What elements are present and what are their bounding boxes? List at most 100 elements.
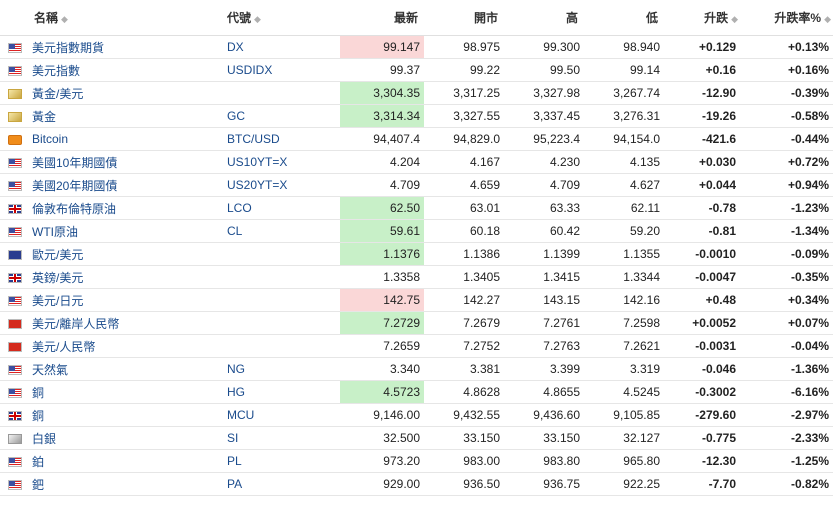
instrument-name-link[interactable]: 天然氣 — [32, 362, 69, 377]
change-column-header[interactable]: 升跌 ◆ — [664, 0, 740, 36]
instrument-name-link[interactable]: WTI原油 — [32, 224, 78, 239]
instrument-name-link[interactable]: 黃金/美元 — [32, 86, 84, 101]
instrument-name-link[interactable]: 美元/日元 — [32, 293, 84, 308]
table-row[interactable]: 鈀 PA 929.00 936.50 936.75 922.25 -7.70 -… — [0, 472, 833, 496]
code-cell[interactable] — [223, 288, 340, 312]
instrument-code-link[interactable]: PL — [227, 454, 242, 468]
code-column-header[interactable]: 代號 ◆ — [223, 0, 340, 36]
instrument-code-link[interactable]: US10YT=X — [227, 155, 288, 169]
sort-arrows-icon[interactable]: ◆ — [824, 14, 831, 24]
code-cell[interactable] — [223, 81, 340, 105]
instrument-name-link[interactable]: 美元指數期貨 — [32, 40, 105, 55]
last-column-header[interactable]: 最新 — [340, 0, 424, 36]
instrument-name-link[interactable]: 白銀 — [32, 431, 57, 446]
instrument-name-link[interactable]: 美元/離岸人民幣 — [32, 316, 120, 331]
open-column-header[interactable]: 開市 — [424, 0, 504, 36]
table-row[interactable]: 美元指數期貨 DX 99.147 98.975 99.300 98.940 +0… — [0, 35, 833, 59]
code-cell[interactable]: MCU — [223, 403, 340, 427]
instrument-name-link[interactable]: 黃金 — [32, 109, 57, 124]
instrument-code-link[interactable]: MCU — [227, 408, 255, 422]
instrument-code-link[interactable]: SI — [227, 431, 239, 445]
low-column-header[interactable]: 低 — [584, 0, 664, 36]
code-cell[interactable]: PA — [223, 472, 340, 496]
sort-arrows-icon[interactable]: ◆ — [61, 14, 68, 24]
instrument-name-link[interactable]: 美國10年期國債 — [32, 155, 118, 170]
table-row[interactable]: 美國20年期國債 US20YT=X 4.709 4.659 4.709 4.62… — [0, 173, 833, 197]
table-row[interactable]: 倫敦布倫特原油 LCO 62.50 63.01 63.33 62.11 -0.7… — [0, 196, 833, 220]
name-cell[interactable]: 美元指數 — [30, 58, 223, 82]
name-cell[interactable]: 美元/離岸人民幣 — [30, 311, 223, 335]
table-row[interactable]: 美元/離岸人民幣 7.2729 7.2679 7.2761 7.2598 +0.… — [0, 311, 833, 335]
name-cell[interactable]: WTI原油 — [30, 219, 223, 243]
name-cell[interactable]: 天然氣 — [30, 357, 223, 381]
name-cell[interactable]: 美元指數期貨 — [30, 35, 223, 59]
table-row[interactable]: Bitcoin BTC/USD 94,407.4 94,829.0 95,223… — [0, 127, 833, 151]
code-cell[interactable]: US20YT=X — [223, 173, 340, 197]
instrument-name-link[interactable]: 鉑 — [32, 454, 45, 469]
code-cell[interactable]: HG — [223, 380, 340, 404]
name-cell[interactable]: 鈀 — [30, 472, 223, 496]
instrument-code-link[interactable]: CL — [227, 224, 243, 238]
name-cell[interactable]: 白銀 — [30, 426, 223, 450]
table-row[interactable]: 白銀 SI 32.500 33.150 33.150 32.127 -0.775… — [0, 426, 833, 450]
code-cell[interactable]: LCO — [223, 196, 340, 220]
change-pct-column-header[interactable]: 升跌率% ◆ — [740, 0, 833, 36]
code-cell[interactable] — [223, 334, 340, 358]
table-row[interactable]: 銅 HG 4.5723 4.8628 4.8655 4.5245 -0.3002… — [0, 380, 833, 404]
table-row[interactable]: 黃金 GC 3,314.34 3,327.55 3,337.45 3,276.3… — [0, 104, 833, 128]
name-cell[interactable]: 黃金/美元 — [30, 81, 223, 105]
code-cell[interactable] — [223, 265, 340, 289]
table-row[interactable]: 美國10年期國債 US10YT=X 4.204 4.167 4.230 4.13… — [0, 150, 833, 174]
name-column-header[interactable]: 名稱 ◆ — [30, 0, 223, 36]
name-cell[interactable]: Bitcoin — [30, 127, 223, 151]
instrument-name-link[interactable]: 美國20年期國債 — [32, 178, 118, 193]
sort-arrows-icon[interactable]: ◆ — [254, 14, 261, 24]
table-row[interactable]: 美元/人民幣 7.2659 7.2752 7.2763 7.2621 -0.00… — [0, 334, 833, 358]
table-row[interactable]: 黃金/美元 3,304.35 3,317.25 3,327.98 3,267.7… — [0, 81, 833, 105]
name-cell[interactable]: 英鎊/美元 — [30, 265, 223, 289]
instrument-name-link[interactable]: Bitcoin — [32, 132, 69, 146]
table-row[interactable]: 美元/日元 142.75 142.27 143.15 142.16 +0.48 … — [0, 288, 833, 312]
instrument-code-link[interactable]: HG — [227, 385, 245, 399]
instrument-name-link[interactable]: 銅 — [32, 385, 45, 400]
table-row[interactable]: 銅 MCU 9,146.00 9,432.55 9,436.60 9,105.8… — [0, 403, 833, 427]
name-cell[interactable]: 美元/人民幣 — [30, 334, 223, 358]
code-cell[interactable] — [223, 311, 340, 335]
code-cell[interactable]: CL — [223, 219, 340, 243]
instrument-code-link[interactable]: LCO — [227, 201, 252, 215]
sort-arrows-icon[interactable]: ◆ — [731, 14, 738, 24]
table-row[interactable]: 天然氣 NG 3.340 3.381 3.399 3.319 -0.046 -1… — [0, 357, 833, 381]
code-cell[interactable] — [223, 242, 340, 266]
code-cell[interactable]: USDIDX — [223, 58, 340, 82]
instrument-name-link[interactable]: 美元/人民幣 — [32, 339, 96, 354]
instrument-name-link[interactable]: 英鎊/美元 — [32, 270, 84, 285]
code-cell[interactable]: NG — [223, 357, 340, 381]
instrument-name-link[interactable]: 歐元/美元 — [32, 247, 84, 262]
name-cell[interactable]: 倫敦布倫特原油 — [30, 196, 223, 220]
instrument-code-link[interactable]: BTC/USD — [227, 132, 280, 146]
instrument-name-link[interactable]: 銅 — [32, 408, 45, 423]
instrument-name-link[interactable]: 鈀 — [32, 477, 45, 492]
instrument-code-link[interactable]: NG — [227, 362, 245, 376]
name-cell[interactable]: 美元/日元 — [30, 288, 223, 312]
instrument-code-link[interactable]: DX — [227, 40, 244, 54]
name-cell[interactable]: 美國20年期國債 — [30, 173, 223, 197]
code-cell[interactable]: PL — [223, 449, 340, 473]
name-cell[interactable]: 銅 — [30, 403, 223, 427]
name-cell[interactable]: 黃金 — [30, 104, 223, 128]
name-cell[interactable]: 美國10年期國債 — [30, 150, 223, 174]
instrument-code-link[interactable]: US20YT=X — [227, 178, 288, 192]
name-cell[interactable]: 歐元/美元 — [30, 242, 223, 266]
code-cell[interactable]: GC — [223, 104, 340, 128]
code-cell[interactable]: BTC/USD — [223, 127, 340, 151]
code-cell[interactable]: US10YT=X — [223, 150, 340, 174]
instrument-name-link[interactable]: 美元指數 — [32, 63, 81, 78]
instrument-code-link[interactable]: USDIDX — [227, 63, 273, 77]
code-cell[interactable]: DX — [223, 35, 340, 59]
name-cell[interactable]: 銅 — [30, 380, 223, 404]
code-cell[interactable]: SI — [223, 426, 340, 450]
instrument-code-link[interactable]: PA — [227, 477, 243, 491]
table-row[interactable]: WTI原油 CL 59.61 60.18 60.42 59.20 -0.81 -… — [0, 219, 833, 243]
table-row[interactable]: 英鎊/美元 1.3358 1.3405 1.3415 1.3344 -0.004… — [0, 265, 833, 289]
table-row[interactable]: 鉑 PL 973.20 983.00 983.80 965.80 -12.30 … — [0, 449, 833, 473]
